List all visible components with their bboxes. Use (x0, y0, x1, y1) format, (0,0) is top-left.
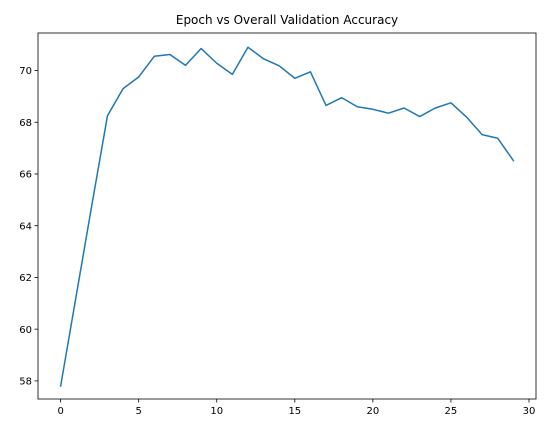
x-tick-label: 15 (288, 406, 301, 417)
y-tick-label: 58 (19, 376, 32, 387)
chart-title: Epoch vs Overall Validation Accuracy (176, 13, 398, 27)
y-tick-label: 70 (19, 66, 32, 77)
x-tick-label: 25 (445, 406, 458, 417)
x-tick-label: 5 (136, 406, 142, 417)
y-tick-label: 64 (19, 221, 32, 232)
ticks-layer: 0 5 10 15 20 25 30 58 60 62 64 66 68 70 (19, 66, 535, 417)
series-layer (59, 46, 515, 387)
y-tick-label: 68 (19, 118, 32, 129)
x-tick-label: 0 (57, 406, 63, 417)
y-tick-label: 62 (19, 273, 32, 284)
series-line-0 (59, 46, 515, 387)
axes-frame (37, 32, 537, 400)
y-tick-label: 60 (19, 325, 32, 336)
x-tick-label: 30 (523, 406, 536, 417)
y-tick-label: 66 (19, 170, 32, 181)
x-tick-label: 10 (210, 406, 223, 417)
x-tick-label: 20 (366, 406, 379, 417)
